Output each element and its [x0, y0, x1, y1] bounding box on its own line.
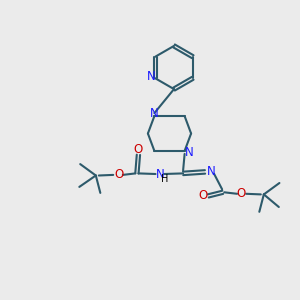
- Text: N: N: [207, 165, 215, 178]
- Text: N: N: [156, 167, 164, 181]
- Text: O: O: [114, 168, 123, 182]
- Text: H: H: [161, 174, 169, 184]
- Text: N: N: [184, 146, 193, 159]
- Text: O: O: [237, 187, 246, 200]
- Text: O: O: [134, 143, 143, 156]
- Text: N: N: [150, 107, 158, 120]
- Text: N: N: [147, 70, 156, 83]
- Text: O: O: [198, 189, 207, 203]
